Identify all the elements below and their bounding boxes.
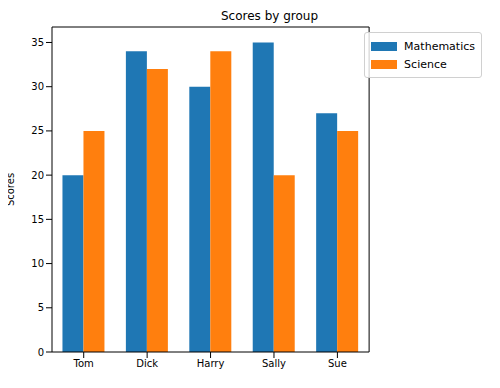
svg-text:35: 35 [31,37,44,48]
svg-text:5: 5 [38,302,44,313]
html-text:Mathematics: Mathematics [404,39,475,53]
svg-text:10: 10 [31,258,44,269]
svg-text:0: 0 [38,347,44,358]
svg-text:Sue: Sue [328,358,347,369]
svg-text:Harry: Harry [197,358,225,369]
html-text:Science: Science [404,57,447,71]
svg-text:25: 25 [31,125,44,136]
svg-text:Sally: Sally [262,358,286,369]
svg-text:15: 15 [31,214,44,225]
svg-text:Dick: Dick [136,358,158,369]
svg-text:30: 30 [31,81,44,92]
svg-text:Scores: Scores [8,173,16,206]
html-text:Scores by group: Scores by group [221,9,318,23]
svg-text:20: 20 [31,170,44,181]
svg-text:Tom: Tom [73,358,94,369]
